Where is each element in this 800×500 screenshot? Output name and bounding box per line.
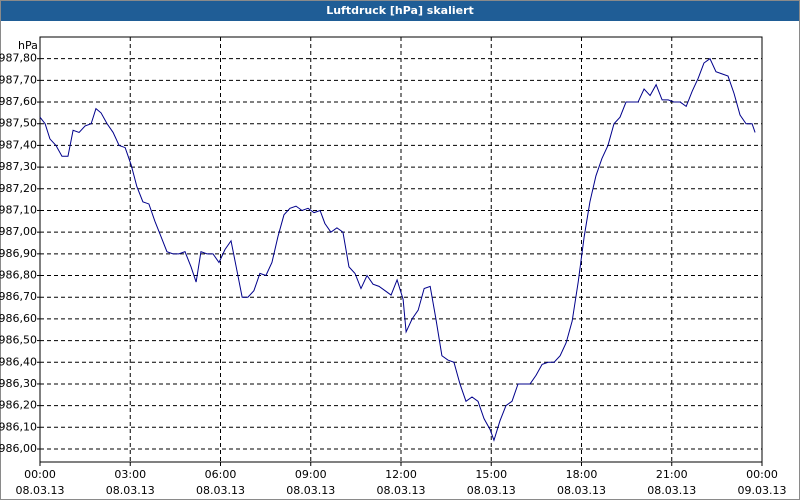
- y-tick-label: 987,70: [0, 73, 37, 86]
- y-tick-label: 986,90: [0, 247, 37, 260]
- data-line: [39, 57, 756, 442]
- y-tick-label: 986,80: [0, 269, 37, 282]
- x-tick-label: 21:00 08.03.13: [647, 468, 697, 497]
- y-tick-label: 987,10: [0, 203, 37, 216]
- y-tick-label: 987,00: [0, 225, 37, 238]
- y-tick-label: 986,40: [0, 355, 37, 368]
- y-tick-label: 986,60: [0, 312, 37, 325]
- y-tick-label: 986,50: [0, 334, 37, 347]
- y-tick-label: 987,30: [0, 160, 37, 173]
- chart-title: Luftdruck [hPa] skaliert: [1, 1, 799, 21]
- x-tick-label: 00:00 09.03.13: [737, 468, 787, 497]
- y-tick-label: 987,50: [0, 117, 37, 130]
- y-tick-label: 986,30: [0, 377, 37, 390]
- plot-frame: [39, 36, 763, 463]
- y-axis-label: hPa: [18, 39, 38, 52]
- y-tick-label: 986,20: [0, 399, 37, 412]
- y-tick-label: 986,70: [0, 290, 37, 303]
- y-tick-label: 986,00: [0, 442, 37, 455]
- y-tick-label: 987,40: [0, 138, 37, 151]
- y-tick-label: 987,60: [0, 95, 37, 108]
- x-tick-label: 09:00 08.03.13: [286, 468, 336, 497]
- x-tick-label: 00:00 08.03.13: [15, 468, 65, 497]
- y-tick-label: 986,10: [0, 420, 37, 433]
- y-tick-label: 987,80: [0, 52, 37, 65]
- y-tick-label: 987,20: [0, 182, 37, 195]
- x-tick-label: 03:00 08.03.13: [105, 468, 155, 497]
- x-tick-label: 15:00 08.03.13: [466, 468, 516, 497]
- x-tick-label: 12:00 08.03.13: [376, 468, 426, 497]
- x-tick-label: 18:00 08.03.13: [557, 468, 606, 497]
- x-tick-label: 06:00 08.03.13: [196, 468, 245, 497]
